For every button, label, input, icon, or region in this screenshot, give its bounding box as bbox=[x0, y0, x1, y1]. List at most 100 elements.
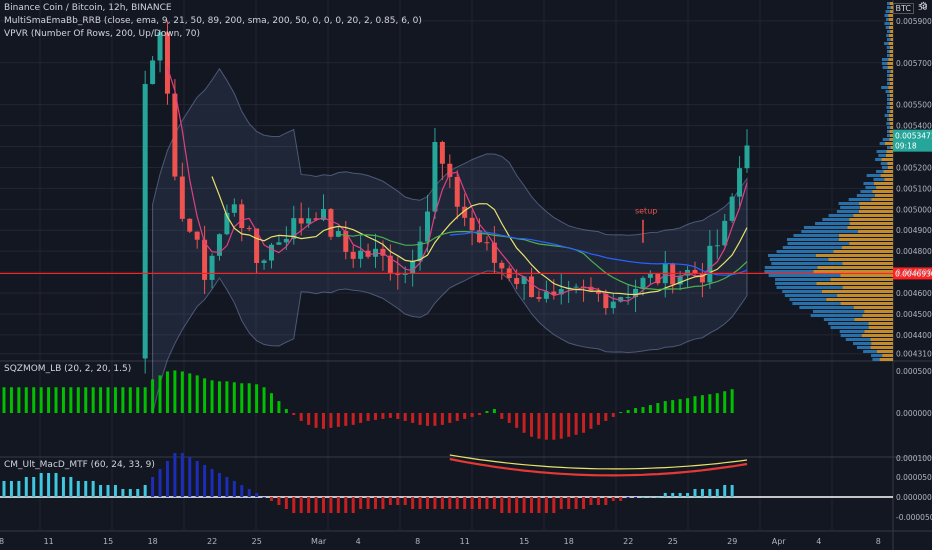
symbol-title[interactable]: Binance Coin / Bitcoin, 12h, BINANCE bbox=[4, 3, 172, 13]
volume-bar-down bbox=[888, 58, 893, 61]
macd-bar bbox=[217, 473, 221, 497]
squeeze-bar bbox=[641, 407, 645, 413]
volume-bar-up bbox=[876, 150, 887, 153]
macd-bar bbox=[136, 489, 140, 497]
squeeze-bar bbox=[314, 413, 318, 428]
volume-bar-down bbox=[881, 158, 893, 161]
volume-bar-up bbox=[848, 198, 872, 201]
squeeze-bar bbox=[210, 380, 214, 413]
squeeze-bar bbox=[299, 413, 303, 421]
time-axis-label: 4 bbox=[816, 537, 821, 546]
volume-bar-down bbox=[842, 286, 893, 289]
macd-legend[interactable]: CM_Ult_MacD_MTF (60, 24, 33, 9) bbox=[4, 460, 155, 470]
squeeze-momentum-legend[interactable]: SQZMOM_LB (20, 2, 20, 1.5) bbox=[4, 364, 132, 374]
volume-bar-up bbox=[886, 122, 890, 125]
settings-gear-icon[interactable]: ⚙ bbox=[919, 1, 928, 12]
macd-bar bbox=[448, 497, 452, 509]
volume-bar-up bbox=[803, 226, 848, 229]
squeeze-bar bbox=[693, 396, 697, 413]
squeeze-bar bbox=[232, 382, 236, 413]
squeeze-bar bbox=[730, 389, 734, 413]
volume-bar-down bbox=[889, 106, 893, 109]
candle bbox=[358, 250, 364, 259]
volume-bar-up bbox=[828, 214, 854, 217]
volume-bar-up bbox=[863, 350, 877, 353]
volume-bar-up bbox=[789, 298, 827, 301]
candle bbox=[343, 231, 349, 252]
volume-bar-down bbox=[854, 318, 893, 321]
volume-bar-down bbox=[889, 102, 893, 105]
volume-bar-up bbox=[887, 78, 890, 81]
squeeze-bar bbox=[515, 413, 519, 428]
currency-badge[interactable]: BTC bbox=[892, 3, 914, 14]
top-right-label: 50 bbox=[918, 3, 928, 12]
volume-bar-down bbox=[889, 78, 893, 81]
volume-bar-down bbox=[876, 350, 893, 353]
candle bbox=[172, 93, 178, 177]
time-axis-label: 15 bbox=[103, 537, 113, 546]
squeeze-bar bbox=[32, 387, 36, 413]
volume-bar-down bbox=[817, 266, 893, 269]
volume-bar-down bbox=[859, 202, 893, 205]
squeeze-bar bbox=[374, 413, 377, 420]
macd-bar bbox=[180, 453, 184, 497]
volume-bar-down bbox=[847, 226, 893, 229]
volume-bar-down bbox=[887, 166, 893, 169]
indicator-ma-bb-legend[interactable]: MultiSmaEmaBb_RRB (close, ema, 9, 21, 50… bbox=[4, 16, 422, 26]
squeeze-bar bbox=[574, 413, 578, 435]
volume-bar-down bbox=[889, 122, 893, 125]
volume-bar-up bbox=[836, 210, 859, 213]
volume-bar-up bbox=[782, 246, 842, 249]
macd-bar bbox=[24, 477, 28, 497]
volume-bar-up bbox=[865, 186, 877, 189]
candle bbox=[335, 231, 341, 237]
volume-bar-up bbox=[881, 62, 888, 65]
volume-bar-down bbox=[887, 162, 893, 165]
volume-bar-down bbox=[876, 186, 893, 189]
candle bbox=[187, 218, 193, 232]
ema-9-line bbox=[166, 67, 748, 302]
macd-bar bbox=[99, 485, 103, 497]
volume-bar-up bbox=[815, 222, 850, 225]
volume-bar-up bbox=[882, 138, 890, 141]
volume-bar-down bbox=[887, 62, 893, 65]
squeeze-bar bbox=[128, 387, 132, 413]
volume-bar-down bbox=[858, 210, 893, 213]
volume-bar-down bbox=[870, 338, 893, 341]
volume-bar-up bbox=[876, 170, 884, 173]
indicator-vpvr-legend[interactable]: VPVR (Number Of Rows, 200, Up/Down, 70) bbox=[4, 29, 201, 39]
volume-bar-down bbox=[841, 246, 893, 249]
macd-bar bbox=[269, 497, 273, 501]
macd-bar bbox=[478, 497, 482, 509]
volume-bar-up bbox=[887, 50, 890, 53]
volume-bar-up bbox=[884, 14, 889, 17]
candle bbox=[231, 204, 237, 213]
macd-bar bbox=[730, 485, 734, 497]
macd-bar bbox=[574, 497, 578, 509]
macd-bar bbox=[589, 497, 593, 505]
macd-signal-line bbox=[449, 454, 748, 470]
volume-bar-down bbox=[840, 302, 893, 305]
macd-bar bbox=[604, 497, 608, 505]
squeeze-bar bbox=[708, 394, 712, 413]
volume-bar-up bbox=[793, 234, 839, 237]
volume-bar-up bbox=[775, 278, 831, 281]
volume-bar-up bbox=[873, 178, 885, 181]
squeeze-bar bbox=[700, 395, 704, 413]
macd-bar bbox=[69, 477, 73, 497]
macd-bar bbox=[255, 493, 259, 497]
squeeze-bar bbox=[686, 398, 690, 413]
volume-bar-down bbox=[830, 278, 893, 281]
squeeze-bar bbox=[165, 371, 169, 413]
volume-bar-down bbox=[889, 2, 893, 5]
